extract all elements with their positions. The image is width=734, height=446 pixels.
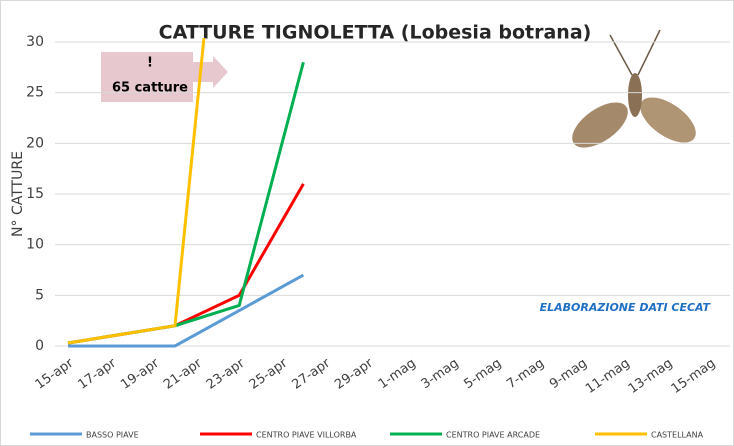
chart: CATTURE TIGNOLETTA (Lobesia botrana) N° … (0, 0, 734, 446)
y-tick-label: 20 (26, 135, 44, 151)
chart-title: CATTURE TIGNOLETTA (Lobesia botrana) (159, 22, 592, 44)
y-tick-label: 30 (26, 34, 44, 50)
annotation-text: ! (147, 56, 153, 71)
y-tick-label: 15 (26, 186, 44, 202)
y-tick-label: 10 (26, 237, 44, 253)
y-tick-label: 5 (35, 287, 44, 303)
legend-label: BASSO PIAVE (86, 431, 139, 440)
legend-label: CASTELLANA (651, 431, 704, 440)
y-tick-label: 25 (26, 85, 44, 101)
y-tick-label: 0 (35, 338, 44, 354)
annotation-text: 65 catture (112, 81, 188, 96)
annotation-text: ELABORAZIONE DATI CECAT (540, 301, 712, 314)
y-axis-label: N° CATTURE (10, 151, 26, 237)
legend-label: CENTRO PIAVE VILLORBA (256, 431, 357, 440)
legend-label: CENTRO PIAVE ARCADE (446, 431, 540, 440)
